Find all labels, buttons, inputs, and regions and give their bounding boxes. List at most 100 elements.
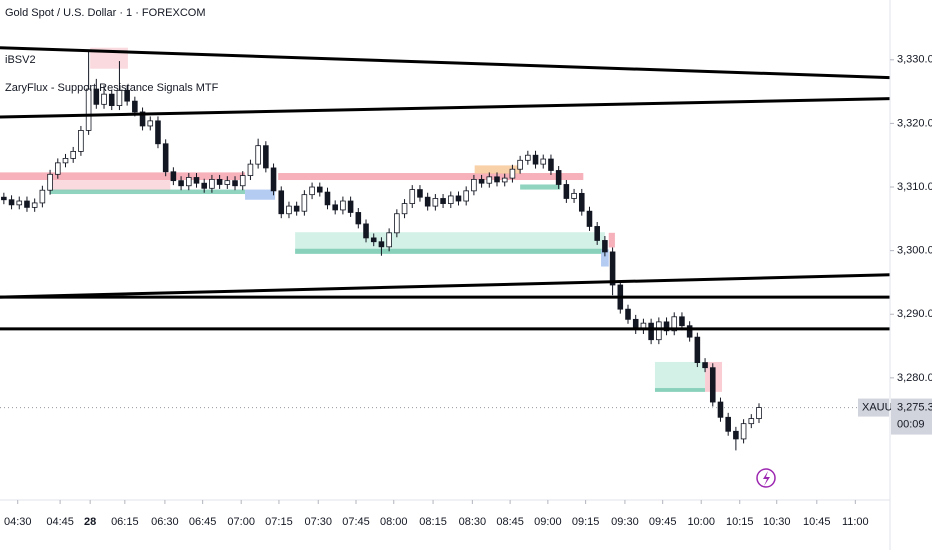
y-tick-label: 3,330.00 <box>897 54 932 66</box>
candle-body <box>748 418 755 425</box>
candle-body <box>270 167 277 192</box>
candle-body <box>717 401 724 418</box>
candle-body <box>70 150 76 159</box>
y-tick-label: 3,280.00 <box>897 372 932 384</box>
chart-title: Gold Spot / U.S. Dollar · 1 · FOREXCOM <box>5 7 206 19</box>
candle-body <box>494 176 500 183</box>
x-tick-label: 06:15 <box>111 516 139 528</box>
candle-body <box>55 162 61 175</box>
candle-body <box>93 88 100 105</box>
x-tick-label: 04:30 <box>4 516 32 528</box>
candle-body <box>185 177 192 187</box>
candle-body <box>232 180 238 187</box>
candle-body <box>255 145 261 165</box>
candle-body <box>686 325 693 338</box>
y-tick-label: 3,310.00 <box>897 181 932 193</box>
candle-body <box>209 178 215 189</box>
candle-body <box>370 237 377 243</box>
zone <box>654 388 706 392</box>
x-tick-label: 07:45 <box>342 516 370 528</box>
candle-body <box>216 178 223 185</box>
candle-body <box>316 186 323 193</box>
candle-body <box>555 170 562 185</box>
candle-body <box>417 189 423 198</box>
candle-body <box>447 195 454 204</box>
x-tick-label: 10:15 <box>726 516 754 528</box>
candle-body <box>602 240 608 253</box>
y-tick-label: 3,320.00 <box>897 117 932 129</box>
candle-body <box>324 191 331 206</box>
candle-body <box>62 157 69 164</box>
candle-body <box>463 190 469 202</box>
x-tick-label: 04:45 <box>46 516 74 528</box>
candle-body <box>455 195 462 202</box>
candle-body <box>532 154 539 165</box>
y-tick-label: 3,290.00 <box>897 308 932 320</box>
candle-body <box>694 336 701 363</box>
candle-body <box>401 203 408 215</box>
candle-body <box>263 145 269 169</box>
candle-body <box>486 176 493 184</box>
candle-body <box>578 192 585 212</box>
x-tick-label: 09:45 <box>649 516 677 528</box>
candle-body <box>170 171 177 182</box>
candle-body <box>563 184 570 199</box>
candle-body <box>594 226 600 241</box>
indicator-label: iBSV2 <box>5 54 36 66</box>
candle-body <box>424 196 431 207</box>
candle-body <box>309 186 315 196</box>
trendline <box>0 273 891 299</box>
x-tick-label: 09:15 <box>572 516 600 528</box>
zone <box>245 189 276 200</box>
candle-body <box>517 159 523 170</box>
legend: Gold Spot / U.S. Dollar · 1 · FOREXCOM i… <box>5 7 219 94</box>
candle-body <box>162 143 169 173</box>
x-tick-label: 10:30 <box>763 516 791 528</box>
x-tick-label: 09:30 <box>611 516 639 528</box>
y-tick-label: 3,300.00 <box>897 245 932 257</box>
x-tick-label: 07:00 <box>227 516 255 528</box>
zone <box>50 189 246 195</box>
candle-body <box>16 200 23 206</box>
symbol-tag <box>858 398 889 417</box>
candle-body <box>409 189 416 204</box>
candle-body <box>224 180 231 185</box>
candle-body <box>432 198 439 207</box>
candle-body <box>663 321 670 332</box>
candle-body <box>679 316 685 327</box>
indicator-label: ZaryFlux - Support Resistance Signals MT… <box>5 82 219 94</box>
zone <box>654 361 706 392</box>
zone <box>278 173 584 181</box>
candle-body <box>478 178 485 184</box>
event-icon[interactable] <box>756 468 776 488</box>
price-label: 3,275.33 <box>897 401 932 413</box>
candle-body <box>286 205 292 215</box>
candle-body <box>648 322 654 341</box>
candle-body <box>363 223 369 239</box>
trendline <box>0 97 891 119</box>
candle-body <box>340 200 346 211</box>
countdown-label: 00:09 <box>897 418 925 430</box>
price-tag <box>891 398 932 435</box>
zone <box>608 232 615 248</box>
candle-body <box>386 232 392 248</box>
zone <box>601 249 609 267</box>
candle-body <box>116 89 123 106</box>
candle-body <box>155 120 161 145</box>
x-tick-label: 08:15 <box>419 516 447 528</box>
zone <box>520 184 561 190</box>
candle-body <box>471 178 477 192</box>
candle-body <box>1 196 7 201</box>
candle-body <box>132 100 138 113</box>
candle-body <box>178 180 184 187</box>
candle-body <box>39 189 46 204</box>
candle-body <box>733 430 739 440</box>
candle-body <box>239 175 246 187</box>
x-tick-label: 08:45 <box>496 516 524 528</box>
candle-body <box>332 204 338 211</box>
zone <box>295 248 605 254</box>
candle-body <box>525 154 531 161</box>
candle-body <box>201 182 207 189</box>
x-tick-label: 06:30 <box>151 516 179 528</box>
